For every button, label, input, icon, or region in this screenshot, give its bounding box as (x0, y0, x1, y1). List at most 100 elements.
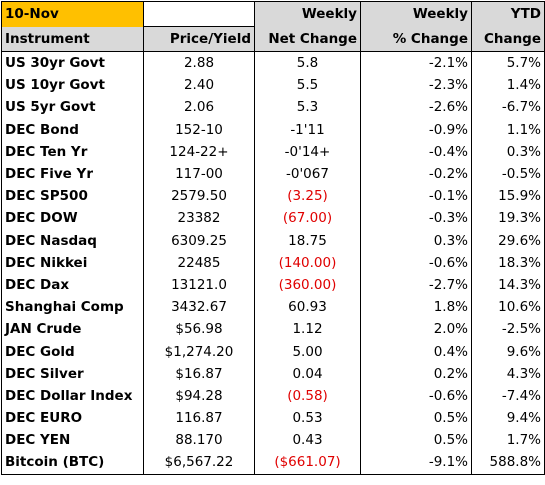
ytd-change-cell: 14.3% (471, 273, 545, 297)
table-row: Shanghai Comp 3432.67 60.93 1.8% 10.6% (1, 296, 545, 319)
price-cell: 2.40 (143, 74, 255, 97)
pct-change-cell: 0.5% (360, 407, 472, 430)
net-change-cell: 5.8 (254, 51, 361, 75)
ytd-change-cell: 1.4% (471, 74, 545, 97)
table-row: DEC SP500 2579.50 (3.25) -0.1% 15.9% (1, 185, 545, 208)
net-change-cell: (67.00) (254, 207, 361, 230)
table-row: DEC Ten Yr 124-22+ -0'14+ -0.4% 0.3% (1, 140, 545, 163)
ytd-change-cell: -2.5% (471, 318, 545, 341)
price-cell: 2.88 (143, 51, 255, 75)
instrument-cell: DEC Ten Yr (1, 140, 144, 163)
ytd-change-cell: 10.6% (471, 296, 545, 319)
price-cell: 23382 (143, 207, 255, 230)
table-row: US 5yr Govt 2.06 5.3 -2.6% -6.7% (1, 96, 545, 119)
pct-change-cell: -2.7% (360, 273, 472, 297)
weekly-pct-header-top: Weekly (360, 1, 472, 27)
instrument-cell: DEC YEN (1, 429, 144, 452)
ytd-change-cell: -6.7% (471, 96, 545, 119)
market-table: 10-Nov Weekly Weekly YTD Instrument Pric… (1, 1, 545, 475)
instrument-cell: DEC Nikkei (1, 251, 144, 274)
pct-change-cell: 0.3% (360, 229, 472, 252)
price-cell: 22485 (143, 251, 255, 274)
net-change-cell: ($661.07) (254, 451, 361, 475)
price-cell: 152-10 (143, 118, 255, 141)
net-change-cell: (0.58) (254, 384, 361, 407)
ytd-header-top: YTD (471, 1, 545, 27)
price-cell: 13121.0 (143, 273, 255, 297)
pct-change-cell: 2.0% (360, 318, 472, 341)
table-row: DEC Silver $16.87 0.04 0.2% 4.3% (1, 362, 545, 385)
ytd-change-cell: 588.8% (471, 451, 545, 475)
instrument-cell: DEC Silver (1, 362, 144, 385)
pct-change-cell: -0.1% (360, 185, 472, 208)
instrument-cell: DEC DOW (1, 207, 144, 230)
pct-change-cell: -9.1% (360, 451, 472, 475)
price-cell: $56.98 (143, 318, 255, 341)
instrument-cell: US 10yr Govt (1, 74, 144, 97)
header-row-2: Instrument Price/Yield Net Change % Chan… (1, 26, 545, 52)
instrument-cell: DEC Gold (1, 340, 144, 363)
ytd-change-cell: 9.4% (471, 407, 545, 430)
table-row: DEC Nikkei 22485 (140.00) -0.6% 18.3% (1, 251, 545, 274)
net-change-cell: -0'14+ (254, 140, 361, 163)
ytd-change-cell: -7.4% (471, 384, 545, 407)
net-change-cell: (140.00) (254, 251, 361, 274)
instrument-cell: DEC Bond (1, 118, 144, 141)
instrument-header: Instrument (1, 26, 144, 52)
pct-change-cell: 0.5% (360, 429, 472, 452)
instrument-cell: US 30yr Govt (1, 51, 144, 75)
table-row: US 10yr Govt 2.40 5.5 -2.3% 1.4% (1, 74, 545, 97)
pct-change-header: % Change (360, 26, 472, 52)
pct-change-cell: -2.6% (360, 96, 472, 119)
pct-change-cell: -2.3% (360, 74, 472, 97)
price-cell: $1,274.20 (143, 340, 255, 363)
net-change-cell: 1.12 (254, 318, 361, 341)
table-row: US 30yr Govt 2.88 5.8 -2.1% 5.7% (1, 51, 545, 75)
net-change-cell: (360.00) (254, 273, 361, 297)
pct-change-cell: -0.4% (360, 140, 472, 163)
net-change-cell: 5.3 (254, 96, 361, 119)
ytd-change-cell: 0.3% (471, 140, 545, 163)
ytd-change-cell: 9.6% (471, 340, 545, 363)
price-cell: $94.28 (143, 384, 255, 407)
pct-change-cell: -2.1% (360, 51, 472, 75)
net-change-cell: 18.75 (254, 229, 361, 252)
price-cell: 6309.25 (143, 229, 255, 252)
instrument-cell: DEC Nasdaq (1, 229, 144, 252)
ytd-change-cell: -0.5% (471, 162, 545, 186)
price-cell: $16.87 (143, 362, 255, 385)
date-cell: 10-Nov (1, 1, 144, 27)
price-cell: 88.170 (143, 429, 255, 452)
price-cell: 2.06 (143, 96, 255, 119)
table-row: Bitcoin (BTC) $6,567.22 ($661.07) -9.1% 588.… (1, 451, 545, 475)
instrument-cell: JAN Crude (1, 318, 144, 341)
instrument-cell: Bitcoin (BTC) (1, 451, 144, 475)
blank-header-cell (143, 1, 255, 27)
weekly-net-header-top: Weekly (254, 1, 361, 27)
ytd-change-cell: 4.3% (471, 362, 545, 385)
pct-change-cell: -0.2% (360, 162, 472, 186)
net-change-cell: -1'11 (254, 118, 361, 141)
table-row: DEC EURO 116.87 0.53 0.5% 9.4% (1, 407, 545, 430)
pct-change-cell: -0.6% (360, 251, 472, 274)
net-change-header: Net Change (254, 26, 361, 52)
table-row: JAN Crude $56.98 1.12 2.0% -2.5% (1, 318, 545, 341)
net-change-cell: 0.53 (254, 407, 361, 430)
price-cell: 117-00 (143, 162, 255, 186)
net-change-cell: 60.93 (254, 296, 361, 319)
ytd-change-cell: 19.3% (471, 207, 545, 230)
net-change-cell: 0.43 (254, 429, 361, 452)
table-row: DEC Dax 13121.0 (360.00) -2.7% 14.3% (1, 273, 545, 297)
net-change-cell: -0'067 (254, 162, 361, 186)
table-row: DEC Dollar Index $94.28 (0.58) -0.6% -7.4% (1, 384, 545, 407)
instrument-cell: US 5yr Govt (1, 96, 144, 119)
ytd-change-header: Change (471, 26, 545, 52)
ytd-change-cell: 15.9% (471, 185, 545, 208)
header-row-1: 10-Nov Weekly Weekly YTD (1, 1, 545, 27)
table-row: DEC Bond 152-10 -1'11 -0.9% 1.1% (1, 118, 545, 141)
net-change-cell: 5.00 (254, 340, 361, 363)
ytd-change-cell: 18.3% (471, 251, 545, 274)
ytd-change-cell: 29.6% (471, 229, 545, 252)
pct-change-cell: 1.8% (360, 296, 472, 319)
